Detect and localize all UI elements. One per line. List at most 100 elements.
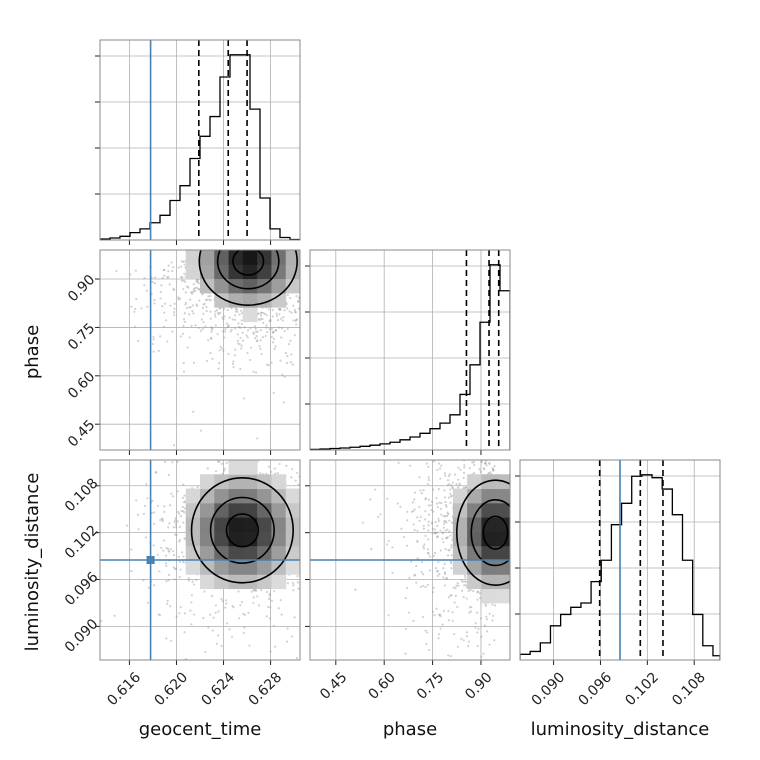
sample-point-pair-phase-vs-luminosity-distance-383 (391, 571, 394, 574)
density-cell-pair-geocent-time-vs-phase-13-11 (285, 278, 300, 294)
sample-point-pair-geocent-time-vs-phase-754 (271, 331, 274, 334)
sample-point-pair-geocent-time-vs-luminosity-distance-716 (229, 445, 231, 447)
sample-point-pair-geocent-time-vs-phase-690 (267, 308, 270, 311)
sample-point-pair-geocent-time-vs-luminosity-distance-572 (160, 546, 163, 549)
sample-point-pair-phase-vs-luminosity-distance-341 (432, 586, 435, 589)
density-cell-pair-geocent-time-vs-luminosity-distance-9-11 (228, 488, 244, 504)
sample-point-pair-phase-vs-luminosity-distance-182 (462, 476, 465, 480)
sample-point-pair-phase-vs-luminosity-distance-760 (493, 464, 496, 468)
sample-point-pair-phase-vs-luminosity-distance-511 (456, 645, 459, 648)
sample-point-pair-geocent-time-vs-phase-557 (256, 339, 259, 342)
sample-point-pair-geocent-time-vs-phase-5 (317, 305, 319, 307)
density-cell-pair-phase-vs-luminosity-distance-11-8 (467, 531, 482, 547)
sample-point-pair-geocent-time-vs-luminosity-distance-559 (268, 592, 271, 595)
sample-point-pair-geocent-time-vs-phase-338 (240, 344, 243, 347)
sample-point-pair-geocent-time-vs-phase-719 (219, 311, 222, 314)
sample-point-pair-geocent-time-vs-luminosity-distance-304 (238, 617, 241, 620)
sample-point-pair-geocent-time-vs-phase-474 (219, 307, 222, 310)
sample-point-pair-geocent-time-vs-phase-295 (338, 352, 340, 354)
sample-point-pair-phase-vs-luminosity-distance-353 (422, 527, 425, 530)
density-cell-pair-geocent-time-vs-luminosity-distance-10-6 (242, 560, 258, 575)
sample-point-pair-phase-vs-luminosity-distance-560 (438, 613, 442, 616)
sample-point-pair-phase-vs-luminosity-distance-250 (472, 454, 474, 456)
sample-point-pair-geocent-time-vs-phase-864 (283, 309, 286, 312)
sample-point-pair-geocent-time-vs-phase-107 (240, 322, 243, 326)
sample-point-pair-geocent-time-vs-phase-64 (256, 437, 259, 440)
x-tick-label-hist-luminosity-distance-3: 0.108 (669, 669, 709, 709)
sample-point-pair-geocent-time-vs-phase-659 (312, 280, 314, 282)
sample-point-pair-phase-vs-luminosity-distance-531 (468, 467, 471, 470)
sample-point-pair-geocent-time-vs-luminosity-distance-671 (239, 446, 241, 448)
sample-point-pair-geocent-time-vs-phase-509 (266, 330, 269, 334)
sample-point-pair-geocent-time-vs-luminosity-distance-693 (297, 587, 300, 590)
density-cell-pair-geocent-time-vs-luminosity-distance-9-13 (228, 460, 244, 475)
sample-point-pair-geocent-time-vs-luminosity-distance-816 (178, 560, 181, 563)
sample-point-pair-geocent-time-vs-phase-712 (186, 285, 189, 288)
sample-point-pair-geocent-time-vs-phase-273 (240, 312, 244, 315)
sample-point-pair-phase-vs-luminosity-distance-434 (456, 486, 460, 489)
sample-point-pair-geocent-time-vs-luminosity-distance-34 (242, 631, 245, 635)
sample-point-pair-geocent-time-vs-luminosity-distance-45 (243, 626, 246, 629)
sample-point-pair-geocent-time-vs-phase-162 (210, 337, 213, 340)
sample-point-pair-geocent-time-vs-luminosity-distance-422 (183, 458, 185, 460)
sample-point-pair-geocent-time-vs-luminosity-distance-381 (311, 650, 313, 652)
sample-point-pair-geocent-time-vs-luminosity-distance-406 (187, 579, 190, 582)
sample-point-pair-geocent-time-vs-phase-337 (306, 291, 308, 293)
density-cell-pair-geocent-time-vs-luminosity-distance-13-6 (285, 560, 300, 575)
sample-point-pair-phase-vs-luminosity-distance-635 (491, 456, 493, 458)
sample-point-pair-geocent-time-vs-phase-595 (192, 410, 195, 413)
sample-point-pair-geocent-time-vs-luminosity-distance-891 (167, 526, 170, 529)
sample-point-pair-geocent-time-vs-phase-278 (311, 275, 313, 277)
sample-point-pair-geocent-time-vs-phase-309 (209, 299, 212, 302)
sample-point-pair-phase-vs-luminosity-distance-56 (419, 585, 423, 588)
histogram-steps-hist-geocent-time (100, 54, 300, 240)
sample-point-pair-geocent-time-vs-luminosity-distance-568 (314, 492, 316, 494)
sample-point-pair-geocent-time-vs-phase-664 (278, 313, 281, 316)
sample-point-pair-geocent-time-vs-phase-421 (199, 329, 202, 332)
sample-point-pair-phase-vs-luminosity-distance-660 (449, 384, 451, 386)
sample-point-pair-geocent-time-vs-luminosity-distance-95 (252, 601, 255, 605)
sample-point-pair-phase-vs-luminosity-distance-840 (442, 566, 445, 570)
sample-point-pair-geocent-time-vs-luminosity-distance-629 (296, 581, 299, 584)
sample-point-pair-phase-vs-luminosity-distance-536 (433, 532, 436, 535)
sample-point-pair-geocent-time-vs-phase-776 (153, 302, 156, 305)
sample-point-pair-phase-vs-luminosity-distance-30 (476, 611, 479, 614)
sample-point-pair-geocent-time-vs-phase-487 (173, 302, 176, 305)
sample-point-pair-geocent-time-vs-luminosity-distance-218 (168, 550, 171, 553)
sample-point-pair-phase-vs-luminosity-distance-119 (443, 407, 445, 409)
sample-point-pair-geocent-time-vs-luminosity-distance-1 (350, 592, 352, 594)
sample-point-pair-geocent-time-vs-phase-600 (332, 309, 334, 311)
sample-point-pair-geocent-time-vs-luminosity-distance-805 (268, 617, 272, 620)
sample-point-pair-geocent-time-vs-luminosity-distance-411 (312, 511, 314, 513)
sample-point-pair-phase-vs-luminosity-distance-766 (484, 462, 487, 465)
sample-point-pair-geocent-time-vs-phase-418 (348, 329, 350, 331)
sample-point-pair-phase-vs-luminosity-distance-409 (417, 455, 419, 457)
sample-point-pair-geocent-time-vs-luminosity-distance-185 (180, 551, 184, 554)
sample-point-pair-geocent-time-vs-luminosity-distance-329 (272, 624, 275, 628)
histogram-steps-hist-luminosity-distance (520, 474, 720, 660)
sample-point-pair-geocent-time-vs-luminosity-distance-564 (202, 617, 205, 620)
sample-point-pair-phase-vs-luminosity-distance-323 (413, 491, 417, 494)
sample-point-pair-geocent-time-vs-luminosity-distance-732 (252, 596, 255, 599)
sample-point-pair-phase-vs-luminosity-distance-513 (412, 509, 415, 513)
sample-point-pair-geocent-time-vs-phase-378 (324, 318, 326, 320)
frame-pair-phase-vs-luminosity-distance (309, 459, 511, 661)
sample-point-pair-phase-vs-luminosity-distance-36 (370, 547, 373, 551)
sample-point-pair-geocent-time-vs-luminosity-distance-335 (303, 510, 305, 512)
sample-point-pair-geocent-time-vs-luminosity-distance-31 (167, 473, 171, 476)
sample-point-pair-geocent-time-vs-luminosity-distance-0 (225, 436, 227, 438)
sample-point-pair-phase-vs-luminosity-distance-248 (485, 630, 489, 633)
sample-point-pair-phase-vs-luminosity-distance-418 (447, 618, 450, 622)
sample-point-pair-geocent-time-vs-luminosity-distance-539 (178, 575, 181, 579)
sample-point-pair-geocent-time-vs-luminosity-distance-593 (174, 519, 177, 522)
sample-point-pair-phase-vs-luminosity-distance-396 (448, 392, 450, 394)
sample-point-pair-geocent-time-vs-phase-224 (237, 342, 240, 345)
sample-point-pair-geocent-time-vs-luminosity-distance-638 (245, 672, 247, 674)
sample-point-pair-phase-vs-luminosity-distance-625 (458, 482, 461, 485)
sample-point-pair-geocent-time-vs-luminosity-distance-736 (373, 500, 375, 502)
sample-point-pair-phase-vs-luminosity-distance-863 (462, 595, 465, 599)
sample-point-pair-geocent-time-vs-phase-542 (188, 336, 191, 339)
sample-point-pair-geocent-time-vs-phase-729 (323, 292, 325, 294)
sample-point-pair-geocent-time-vs-phase-50 (313, 283, 315, 285)
sample-point-pair-geocent-time-vs-luminosity-distance-464 (196, 447, 198, 449)
